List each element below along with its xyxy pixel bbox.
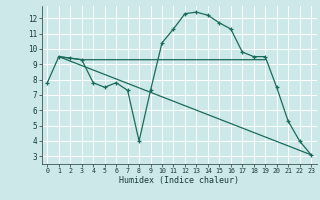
X-axis label: Humidex (Indice chaleur): Humidex (Indice chaleur) [119,176,239,185]
